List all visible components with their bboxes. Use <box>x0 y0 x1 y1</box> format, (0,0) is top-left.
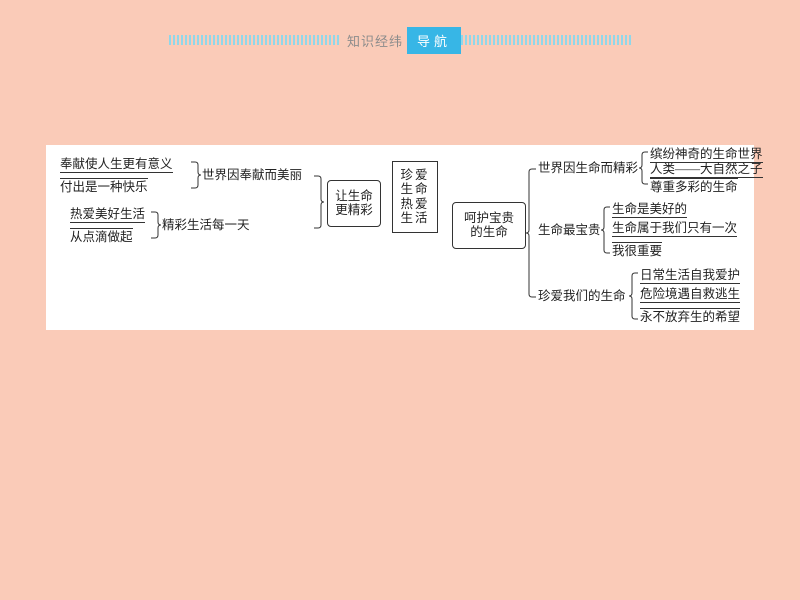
leaf-right: 缤纷神奇的生命世界 <box>650 147 763 163</box>
leaf-right: 我很重要 <box>612 242 662 258</box>
banner-dash-right <box>461 35 631 45</box>
center-box: 珍爱生命 热爱生活 <box>392 161 438 233</box>
center-text: 珍爱生命 热爱生活 <box>397 168 433 226</box>
header-banner: 知识经纬 导航 <box>0 0 800 52</box>
mid-left-text: 让生命更精彩 <box>333 189 375 218</box>
banner-inner: 知识经纬 导航 <box>169 28 631 52</box>
leaf-left: 热爱美好生活 <box>70 207 145 223</box>
leaf-left: 从点滴做起 <box>70 228 133 244</box>
leaf-right: 生命是美好的 <box>612 202 687 218</box>
head-right: 生命最宝贵 <box>538 223 601 237</box>
leaf-right: 生命属于我们只有一次 <box>612 221 737 237</box>
banner-badge: 导航 <box>407 27 461 54</box>
mid-right-box: 呵护宝贵的生命 <box>452 202 526 249</box>
banner-label: 知识经纬 <box>339 31 407 50</box>
mid-right-text: 呵护宝贵的生命 <box>458 211 520 240</box>
head-left: 精彩生活每一天 <box>162 218 250 232</box>
leaf-right: 尊重多彩的生命 <box>650 178 738 194</box>
leaf-right: 人类——大自然之子 <box>650 162 763 178</box>
head-right: 珍爱我们的生命 <box>538 289 626 303</box>
mindmap-diagram: 奉献使人生更有意义 付出是一种快乐 世界因奉献而美丽 热爱美好生活 从点滴做起 … <box>46 145 754 330</box>
leaf-right: 永不放弃生的希望 <box>640 308 740 324</box>
leaf-left: 付出是一种快乐 <box>60 178 148 194</box>
leaf-left: 奉献使人生更有意义 <box>60 157 173 173</box>
leaf-right: 日常生活自我爱护 <box>640 268 740 284</box>
head-left: 世界因奉献而美丽 <box>202 168 302 182</box>
head-right: 世界因生命而精彩 <box>538 161 638 175</box>
banner-dash-left <box>169 35 339 45</box>
mid-left-box: 让生命更精彩 <box>327 180 381 227</box>
leaf-right: 危险境遇自救逃生 <box>640 287 740 303</box>
